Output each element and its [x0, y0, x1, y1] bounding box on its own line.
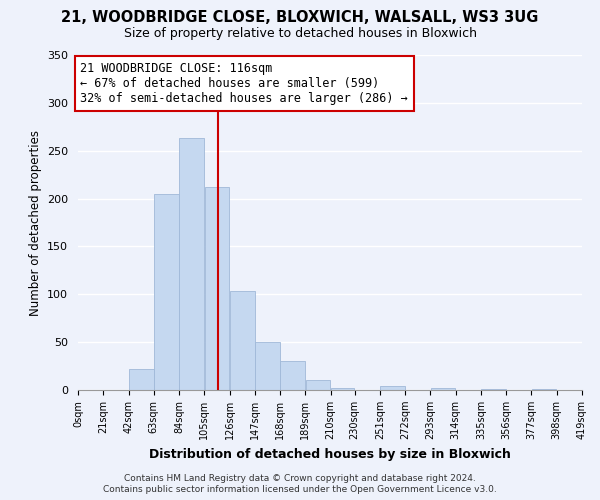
- Bar: [305, 380, 331, 390]
- Bar: [280, 362, 305, 390]
- Bar: [179, 138, 204, 390]
- Text: Contains HM Land Registry data © Crown copyright and database right 2024.
Contai: Contains HM Land Registry data © Crown c…: [103, 474, 497, 494]
- Bar: [331, 388, 355, 390]
- Text: Size of property relative to detached houses in Bloxwich: Size of property relative to detached ho…: [124, 28, 476, 40]
- Bar: [154, 194, 179, 390]
- Bar: [380, 386, 405, 390]
- Bar: [532, 389, 556, 390]
- Y-axis label: Number of detached properties: Number of detached properties: [29, 130, 41, 316]
- Bar: [129, 369, 154, 390]
- X-axis label: Distribution of detached houses by size in Bloxwich: Distribution of detached houses by size …: [149, 448, 511, 460]
- Bar: [205, 187, 229, 390]
- Bar: [255, 342, 280, 390]
- Bar: [230, 292, 254, 390]
- Bar: [431, 388, 455, 390]
- Text: 21 WOODBRIDGE CLOSE: 116sqm
← 67% of detached houses are smaller (599)
32% of se: 21 WOODBRIDGE CLOSE: 116sqm ← 67% of det…: [80, 62, 408, 104]
- Text: 21, WOODBRIDGE CLOSE, BLOXWICH, WALSALL, WS3 3UG: 21, WOODBRIDGE CLOSE, BLOXWICH, WALSALL,…: [61, 10, 539, 25]
- Bar: [481, 389, 506, 390]
